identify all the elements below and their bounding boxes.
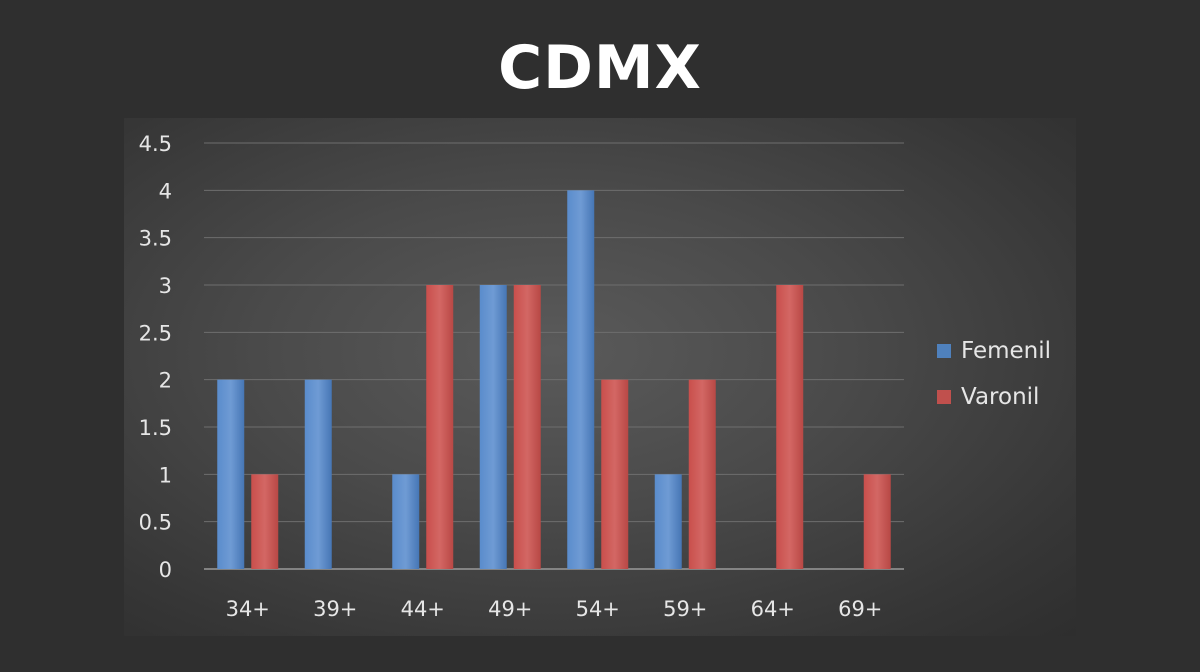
bar-femenil-49plus [479,285,507,569]
bar-varonil-44plus [426,285,454,569]
x-tick-label: 64+ [751,597,795,621]
chart-panel: 0 0.5 1 1.5 2 2.5 3 3.5 4 4.5 34+ 39+ 44+ 49+ 54+ 59+ 6… [124,118,1076,636]
bar-chart: 0 0.5 1 1.5 2 2.5 3 3.5 4 4.5 34+ 39+ 44+ 49+ 54+ 59+ 6… [139,132,1051,621]
y-tick-label: 1 [159,463,172,487]
y-tick-label: 2.5 [139,321,172,345]
bar-femenil-34plus [217,379,245,569]
x-tick-label: 44+ [401,597,445,621]
bar-varonil-49plus [513,285,541,569]
bar-varonil-54plus [601,379,629,569]
legend-swatch-femenil [937,344,951,358]
y-tick-label: 2 [159,369,172,393]
y-tick-label: 4 [159,179,172,203]
y-tick-label: 3 [159,274,172,298]
y-tick-label: 3.5 [139,227,172,251]
x-tick-label: 49+ [488,597,532,621]
x-tick-label: 54+ [576,597,620,621]
chart-title: CDMX [498,33,702,103]
y-tick-label: 1.5 [139,416,172,440]
x-tick-label: 39+ [313,597,357,621]
y-tick-label: 0.5 [139,511,172,535]
y-axis-ticks: 0 0.5 1 1.5 2 2.5 3 3.5 4 4.5 [139,132,172,582]
x-tick-label: 34+ [226,597,270,621]
bar-femenil-54plus [567,190,595,569]
bar-varonil-69plus [863,474,891,569]
y-tick-label: 0 [159,558,172,582]
bars [217,190,891,569]
x-tick-label: 59+ [663,597,707,621]
legend-swatch-varonil [937,390,951,404]
y-tick-label: 4.5 [139,132,172,156]
bar-femenil-59plus [654,474,682,569]
legend-label-varonil: Varonil [961,384,1039,410]
x-tick-label: 69+ [838,597,882,621]
bar-femenil-44plus [392,474,420,569]
bar-varonil-59plus [688,379,716,569]
legend-label-femenil: Femenil [961,338,1051,364]
legend: Femenil Varonil [937,338,1051,410]
x-axis-ticks: 34+ 39+ 44+ 49+ 54+ 59+ 64+ 69+ [226,597,883,621]
bar-femenil-39plus [304,379,332,569]
bar-varonil-64plus [776,285,804,569]
bar-varonil-34plus [251,474,279,569]
